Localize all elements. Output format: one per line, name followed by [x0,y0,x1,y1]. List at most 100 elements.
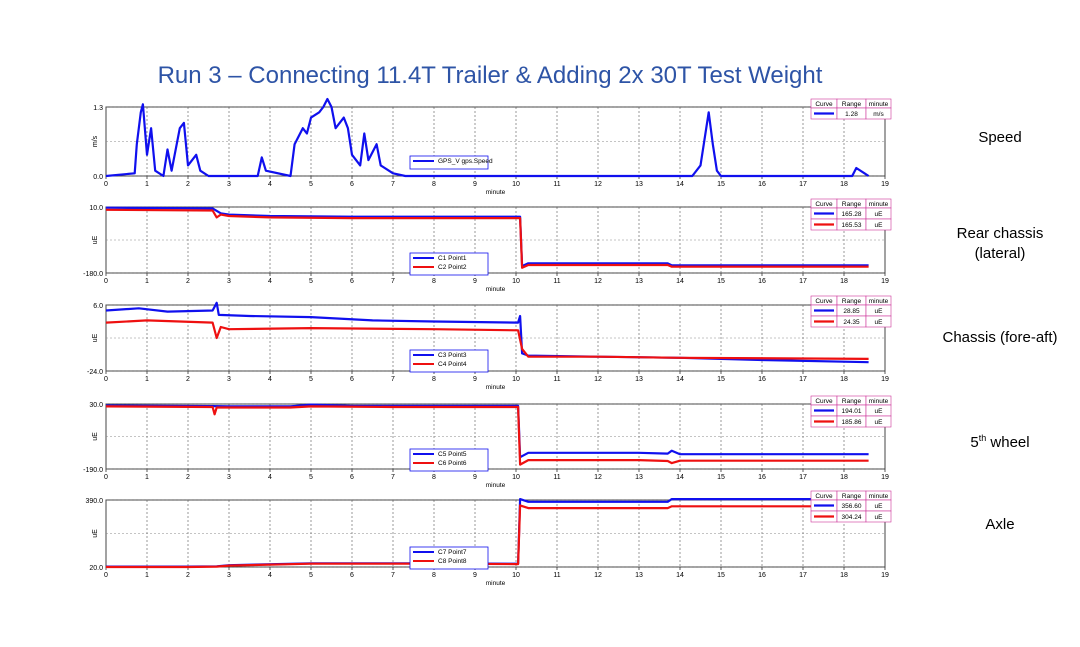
x-tick-label: 1 [145,572,149,579]
label-axle-text: Axle [985,516,1015,533]
x-tick-label: 19 [881,181,889,188]
x-tick-label: 8 [432,278,436,285]
x-tick-label: 0 [104,278,108,285]
x-tick-label: 19 [881,474,889,481]
label-rear-line1: Rear chassis [956,225,1044,242]
x-tick-label: 10 [512,181,520,188]
table-range-value: 28.85 [843,308,860,315]
table-cell [865,107,892,120]
legend-entry: GPS_V gps.Speed [438,158,493,165]
table-unit-value: uE [875,222,884,229]
series-line-red [105,208,869,269]
series-line-blue [105,97,870,178]
range-table: Curve Range minute 194.01 uE 185.86 uE [810,395,892,428]
x-tick-label: 2 [186,376,190,383]
table-range-value: 356.60 [842,503,862,510]
x-tick-label: 12 [594,572,602,579]
legend-entry: C4 Point4 [438,361,467,368]
table-range-value: 24.35 [843,319,860,326]
x-tick-label: 3 [227,278,231,285]
table-header-text: minute [869,201,889,208]
legend-entry: C3 Point3 [438,352,467,359]
x-tick-label: 6 [350,572,354,579]
x-tick-label: 1 [145,376,149,383]
x-tick-label: 11 [553,474,560,481]
x-tick-label: 18 [840,278,848,285]
x-tick-label: 3 [227,376,231,383]
table-cell [865,510,892,523]
x-tick-label: 17 [799,181,807,188]
x-tick-label: 6 [350,181,354,188]
x-tick-label: 7 [391,181,395,188]
x-tick-label: 0 [104,474,108,481]
table-cell [865,218,892,231]
x-tick-label: 19 [881,376,889,383]
legend-entry: C6 Point6 [438,460,467,467]
x-tick-label: 0 [104,376,108,383]
x-tick-label: 1 [145,474,149,481]
x-tick-label: 16 [758,376,766,383]
legend: C1 Point1 C2 Point2 [409,252,489,276]
x-tick-label: 9 [473,376,477,383]
x-axis-label: minute [486,580,506,587]
x-tick-label: 12 [594,181,602,188]
legend-box [409,155,489,170]
x-tick-label: 6 [350,376,354,383]
legend-entry: C7 Point7 [438,549,467,556]
table-unit-value: uE [875,419,884,426]
range-table: Curve Range minute 356.60 uE 304.24 uE [810,490,892,523]
x-tick-label: 18 [840,181,848,188]
x-tick-label: 3 [227,474,231,481]
label-fifth-num: 5 [970,434,979,451]
x-tick-label: 17 [799,376,807,383]
x-tick-label: 17 [799,474,807,481]
label-fifth-wheel: 5th wheel [940,428,1060,453]
table-unit-value: uE [875,319,884,326]
series-line-blue [105,206,869,268]
legend: C3 Point3 C4 Point4 [409,349,489,373]
table-header-text: minute [869,298,889,305]
x-tick-label: 18 [840,572,848,579]
x-tick-label: 16 [758,181,766,188]
table-unit-value: uE [875,503,884,510]
x-tick-label: 4 [268,376,272,383]
table-header-text: minute [869,493,889,500]
x-tick-label: 2 [186,181,190,188]
x-tick-label: 13 [635,181,643,188]
y-tick-label-bottom: -24.0 [87,369,103,376]
label-speed: Speed [940,128,1060,148]
y-tick-label-top: 6.0 [93,303,103,310]
x-tick-label: 14 [676,474,684,481]
legend-entry: C2 Point2 [438,264,467,271]
series-line-red [105,319,869,360]
x-tick-label: 8 [432,474,436,481]
x-tick-label: 18 [840,474,848,481]
x-tick-label: 8 [432,181,436,188]
x-tick-label: 1 [145,278,149,285]
label-rear-chassis: Rear chassis (lateral) [930,224,1070,264]
x-tick-label: 7 [391,474,395,481]
label-chassis: Chassis (fore-aft) [925,328,1075,348]
table-unit-value: m/s [873,111,884,118]
x-tick-label: 9 [473,474,477,481]
x-tick-label: 12 [594,474,602,481]
x-tick-label: 15 [717,572,725,579]
x-tick-label: 7 [391,376,395,383]
legend: C7 Point7 C8 Point8 [409,546,489,570]
x-tick-label: 14 [676,376,684,383]
table-header-text: Curve [815,201,833,208]
x-tick-label: 14 [676,278,684,285]
x-tick-label: 2 [186,278,190,285]
x-tick-label: 16 [758,278,766,285]
table-header-text: Range [842,493,862,500]
x-tick-label: 11 [553,278,560,285]
label-fifth-rest: wheel [986,434,1030,451]
x-tick-label: 13 [635,474,643,481]
x-tick-label: 9 [473,181,477,188]
table-header-text: Curve [815,101,833,108]
x-tick-label: 1 [145,181,149,188]
x-tick-label: 6 [350,474,354,481]
range-table: Curve Range minute 28.85 uE 24.35 uE [810,295,892,328]
table-range-value: 194.01 [842,408,862,415]
x-tick-label: 10 [512,376,520,383]
